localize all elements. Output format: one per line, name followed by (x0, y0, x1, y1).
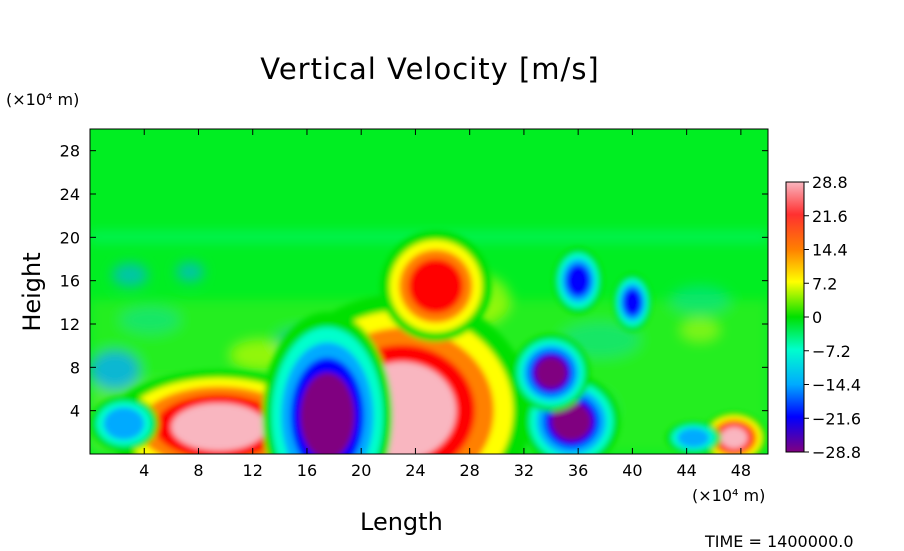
colorbar-tick-label: −21.6 (812, 409, 861, 428)
heatmap-region-layer (551, 402, 592, 441)
heatmap-region-layer (171, 403, 267, 451)
colorbar-tick-label: −7.2 (812, 342, 851, 361)
x-tick-label: 36 (568, 461, 588, 480)
chart-title: Vertical Velocity [m/s] (260, 52, 600, 86)
colorbar-tick-label: −14.4 (812, 376, 861, 395)
colorbar (785, 181, 805, 453)
colorbar-ticks: 28.8 21.6 14.4 7.2 0 −7.2 −14.4 −21.6 −28.8 (804, 173, 861, 462)
x-tick-label: 44 (676, 461, 696, 480)
colorbar-tick-label: −28.8 (812, 443, 861, 462)
heatmap-region-downdraft (90, 396, 159, 452)
y-tick-label: 24 (60, 185, 80, 204)
heatmap-region-layer (534, 356, 568, 389)
y-tick-label: 12 (60, 315, 80, 334)
x-tick-label: 48 (731, 461, 751, 480)
y-tick-label: 4 (70, 402, 80, 421)
x-tick-label: 20 (351, 461, 371, 480)
time-label: TIME = 1400000.0 (705, 532, 854, 551)
heatmap-region-layer (677, 428, 710, 448)
heatmap-region-layer (622, 288, 642, 317)
x-axis-unit: (×10⁴ m) (692, 486, 766, 505)
x-tick-label: 8 (193, 461, 203, 480)
y-tick-label: 8 (70, 358, 80, 377)
heatmap-region-downdraft (511, 333, 591, 412)
heatmap-region-layer (408, 259, 463, 314)
colorbar-tick-label: 0 (812, 308, 822, 327)
heatmap-region-layer (103, 407, 145, 440)
x-tick-label: 4 (139, 461, 149, 480)
x-tick-label: 28 (460, 461, 480, 480)
heatmap-region-layer (720, 426, 748, 449)
heatmap-region-downdraft (665, 421, 722, 454)
colorbar-tick-label: 7.2 (812, 274, 837, 293)
x-tick-label: 32 (514, 461, 534, 480)
y-tick-label: 20 (60, 228, 80, 247)
heatmap-region-layer (565, 264, 591, 297)
y-axis-unit: (×10⁴ m) (6, 90, 80, 109)
heatmap-regions (90, 230, 767, 454)
x-axis: 4 8 12 16 20 24 28 32 36 40 44 48 (139, 129, 751, 480)
colorbar-tick-label: 21.6 (812, 207, 848, 226)
colorbar-tick-label: 14.4 (812, 241, 848, 260)
heatmap-region-downdraft (262, 312, 393, 454)
x-axis-label: Length (360, 508, 443, 536)
plot-frame (89, 128, 769, 455)
heatmap-region-updraft (380, 230, 492, 342)
heatmap-region-downdraft (553, 247, 604, 314)
heatmap-region-layer (300, 372, 355, 454)
x-tick-label: 24 (405, 461, 425, 480)
heatmap-field (90, 129, 768, 454)
y-tick-label: 16 (60, 272, 80, 291)
x-tick-label: 16 (297, 461, 317, 480)
y-axis: 4 8 12 16 20 24 28 (60, 142, 768, 421)
x-tick-label: 12 (243, 461, 263, 480)
colorbar-tick-label: 28.8 (812, 173, 848, 192)
y-axis-label: Height (18, 252, 46, 332)
heatmap-region-downdraft (612, 273, 652, 332)
x-tick-label: 40 (622, 461, 642, 480)
y-tick-label: 28 (60, 142, 80, 161)
